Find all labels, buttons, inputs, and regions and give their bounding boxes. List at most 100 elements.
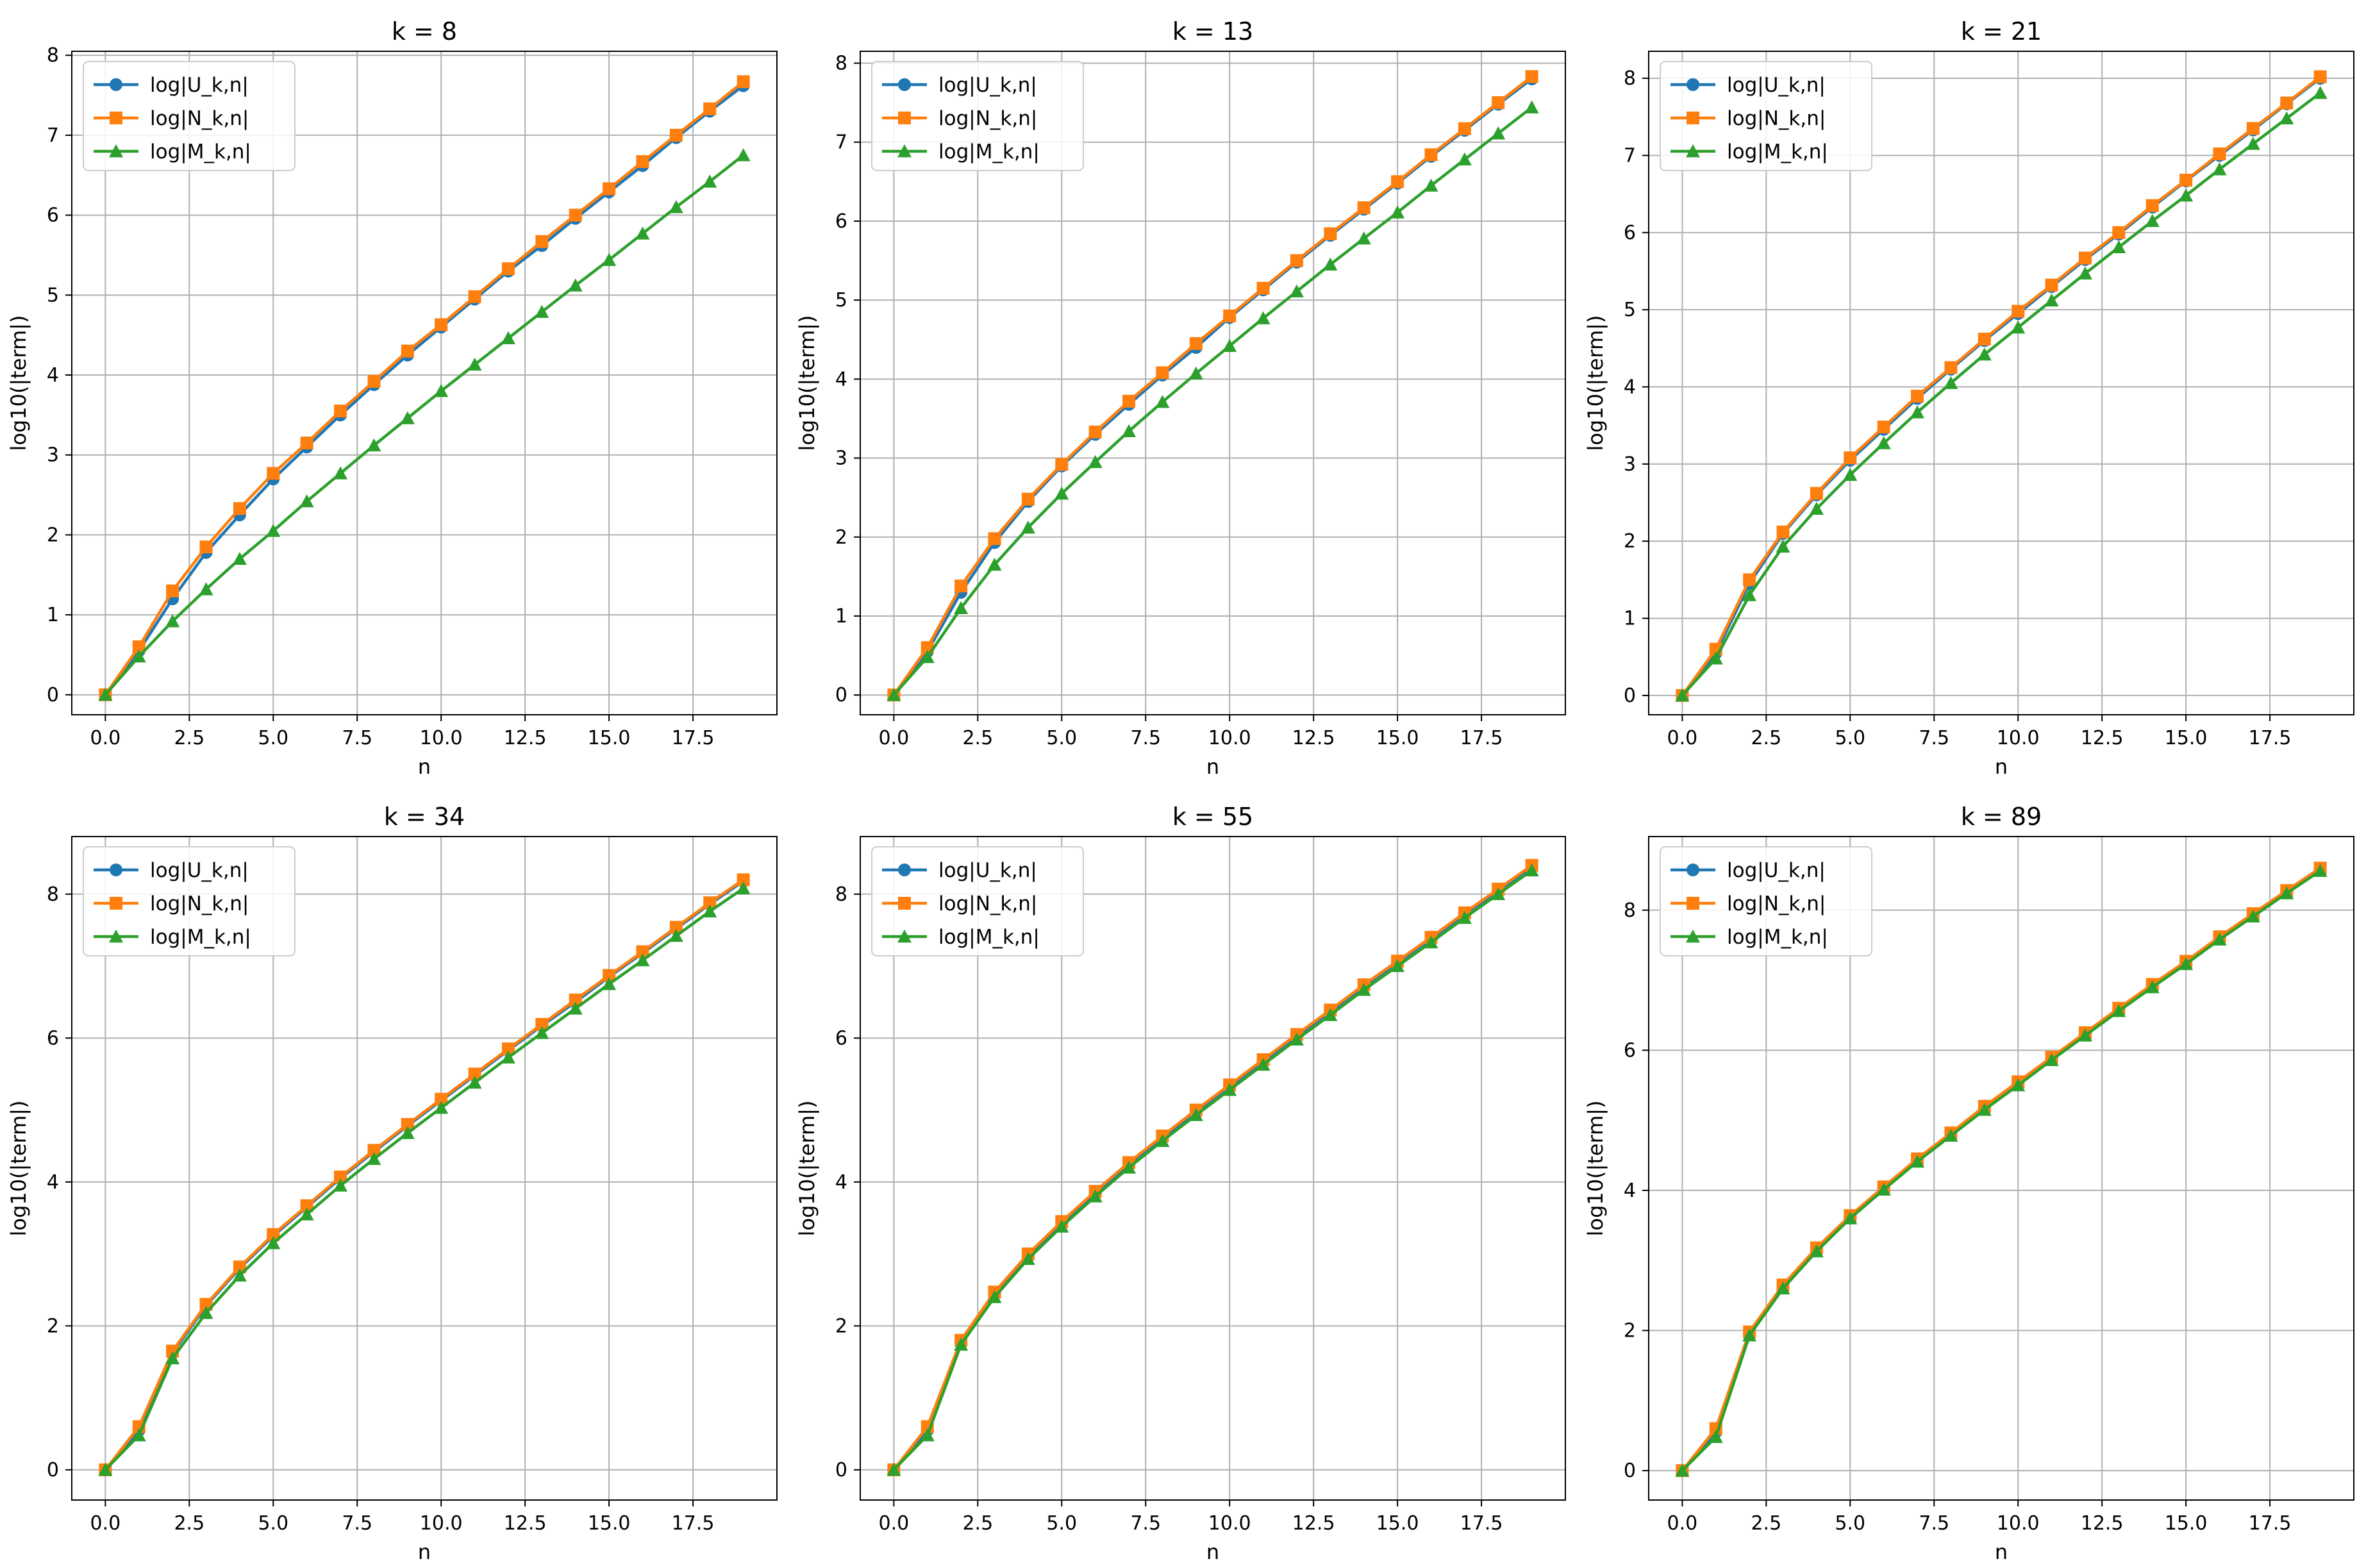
legend-label: log|U_k,n| [938, 74, 1037, 97]
data-point [636, 155, 649, 169]
data-point [131, 649, 146, 663]
data-point [1776, 525, 1790, 538]
data-point [1877, 421, 1890, 434]
data-point [165, 1351, 180, 1365]
chart-title: k = 13 [1172, 17, 1253, 46]
data-point [1708, 651, 1723, 665]
series-line [892, 869, 1533, 1471]
data-point [131, 1428, 146, 1442]
x-tick-label: 12.5 [504, 727, 547, 749]
plot-frame [71, 51, 778, 715]
legend: log|U_k,n| log|N_k,n| log|M_k,n| [83, 846, 296, 956]
legend-marker [898, 863, 911, 876]
data-point [736, 148, 751, 162]
x-tick-label: 2.5 [174, 1512, 204, 1535]
data-point [1256, 281, 1270, 295]
data-point [2011, 320, 2026, 334]
data-point [401, 1118, 414, 1131]
x-tick-label: 15.0 [2165, 727, 2208, 749]
data-point [1491, 887, 1506, 901]
x-tick-label: 17.5 [1460, 727, 1503, 749]
data-point [1675, 1464, 1690, 1477]
legend-label: log|M_k,n| [150, 140, 251, 163]
y-axis-label: log10(|term|) [795, 1100, 819, 1236]
x-tick-label: 12.5 [2081, 1512, 2124, 1535]
legend-box [1660, 61, 1872, 171]
data-point [300, 437, 313, 450]
data-point [1810, 487, 1823, 500]
x-tick-label: 17.5 [1460, 1512, 1503, 1535]
data-point [1088, 1189, 1103, 1203]
plot-frame [71, 836, 778, 1501]
data-point [1055, 458, 1069, 471]
data-point [1054, 1219, 1069, 1233]
data-point [1911, 389, 1924, 403]
x-tick-label: 17.5 [672, 727, 715, 749]
x-tick-label: 15.0 [1376, 1512, 1419, 1535]
series-triangle [887, 863, 1539, 1476]
data-point [2313, 70, 2327, 83]
x-tick-label: 5.0 [258, 727, 288, 749]
data-point [501, 1050, 515, 1063]
legend-box [83, 61, 296, 171]
data-point [987, 1290, 1002, 1303]
data-point [1876, 1182, 1891, 1196]
x-tick-label: 5.0 [258, 1512, 288, 1535]
data-point [333, 466, 348, 480]
legend-box [83, 846, 296, 956]
data-point [2179, 188, 2194, 202]
plot-frame [1648, 51, 2354, 715]
data-point [1290, 254, 1303, 267]
data-point [2213, 147, 2226, 161]
y-tick-label: 3 [1624, 453, 1636, 476]
chart-title: k = 89 [1961, 803, 2042, 831]
y-tick-label: 5 [47, 284, 59, 306]
y-tick-label: 4 [835, 368, 847, 390]
data-point [300, 1199, 313, 1212]
data-point [1188, 1108, 1203, 1121]
y-tick-label: 5 [1624, 299, 1636, 321]
data-point [401, 344, 414, 358]
y-axis-label: log10(|term|) [1583, 1100, 1608, 1236]
data-point [367, 438, 381, 452]
x-tick-label: 0.0 [90, 1512, 121, 1535]
data-point [1742, 1328, 1757, 1342]
data-point [1122, 394, 1136, 408]
data-point [569, 208, 582, 222]
x-tick-label: 10.0 [420, 1512, 463, 1535]
chart-panel-3: k = 21 0.0 2.5 5.0 7.5 10.0 12.5 15.0 17.5 0 1 2 3 4 5… [1583, 17, 2354, 779]
x-tick-label: 17.5 [672, 1512, 715, 1535]
series-line [104, 887, 744, 1471]
data-point [367, 1151, 381, 1165]
y-tick-label: 2 [47, 1315, 59, 1337]
x-tick-label: 5.0 [1046, 1512, 1077, 1535]
data-point [1843, 467, 1858, 481]
legend-marker [898, 112, 911, 124]
data-point [1458, 122, 1471, 135]
data-point [1155, 395, 1170, 408]
data-point [2280, 96, 2294, 110]
y-tick-label: 2 [835, 526, 847, 549]
legend-label: log|U_k,n| [150, 859, 249, 882]
series-line [1681, 868, 2321, 1472]
data-point [954, 580, 968, 593]
series-triangle [1675, 85, 2328, 702]
x-tick-label: 0.0 [1667, 727, 1698, 749]
data-point [2012, 304, 2025, 318]
y-tick-label: 2 [47, 524, 59, 546]
data-point [535, 235, 549, 248]
y-tick-label: 3 [835, 447, 847, 470]
data-point [468, 1067, 481, 1081]
legend-entry: log|U_k,n| [1670, 859, 1826, 882]
series-circle [99, 874, 750, 1476]
y-tick-label: 8 [47, 44, 59, 67]
data-point [1021, 492, 1035, 506]
legend-marker [1687, 897, 1699, 910]
legend-marker [897, 144, 912, 158]
x-tick-label: 5.0 [1835, 727, 1865, 749]
x-axis-label: n [1206, 1540, 1219, 1564]
series-line [104, 80, 745, 696]
x-tick-label: 7.5 [1919, 1512, 1949, 1535]
data-point [1188, 366, 1203, 380]
